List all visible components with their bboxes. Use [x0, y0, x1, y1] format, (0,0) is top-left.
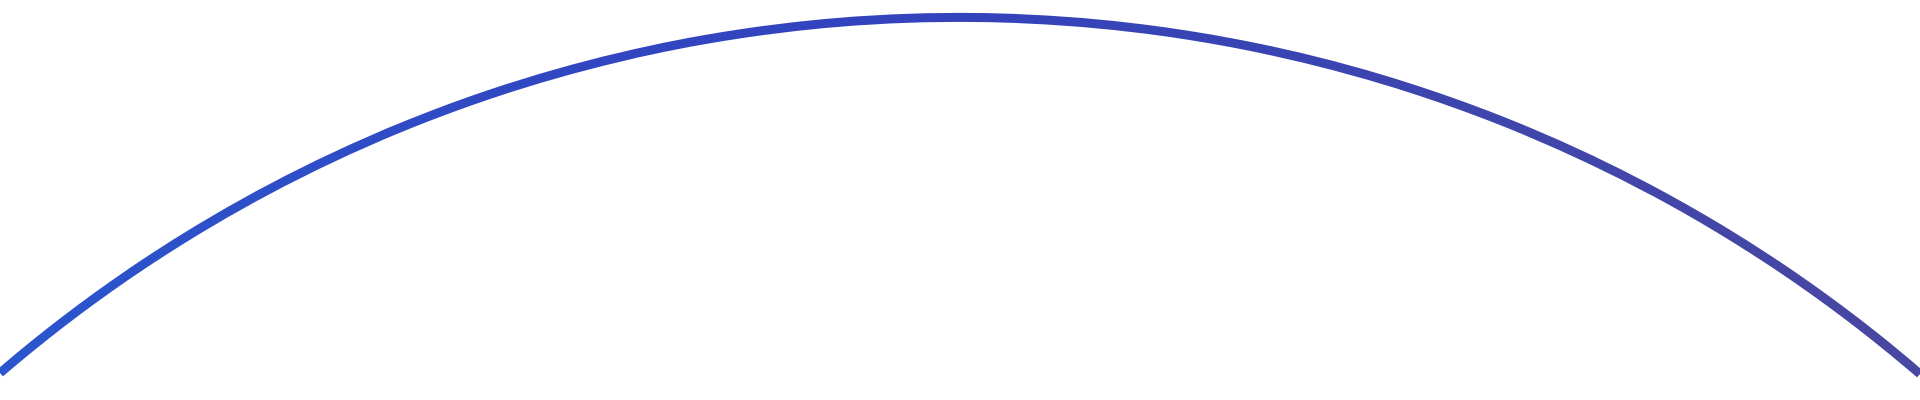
arc-curve-path [0, 12, 1920, 378]
